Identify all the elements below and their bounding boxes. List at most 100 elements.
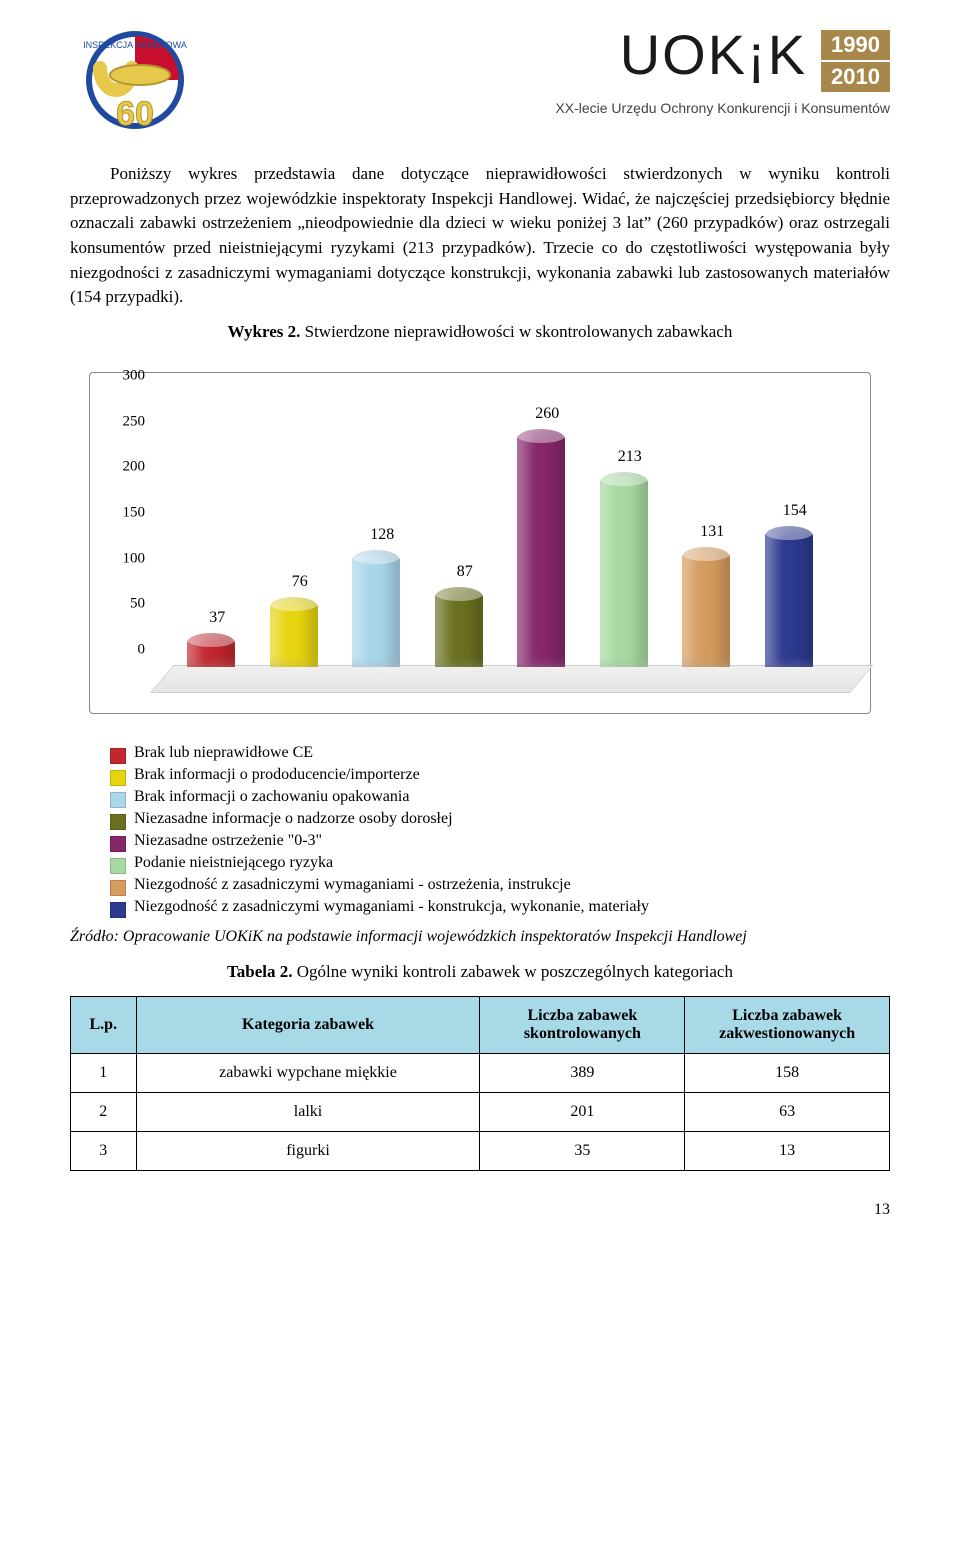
legend-label: Brak lub nieprawidłowe CE [134, 744, 313, 762]
bar-value-label: 154 [765, 502, 825, 520]
legend-label: Podanie nieistniejącego ryzyka [134, 854, 333, 872]
table-cell: 389 [480, 1053, 685, 1092]
bar [517, 429, 565, 666]
uokik-wordmark: UOK¡K [620, 30, 807, 80]
legend-label: Niezgodność z zasadniczymi wymaganiami -… [134, 898, 649, 916]
legend-swatch [110, 858, 126, 874]
table-header-cell: L.p. [71, 996, 137, 1053]
table-header-cell: Liczba zabawek skontrolowanych [480, 996, 685, 1053]
page: INSPEKCJA HANDLOWA 60 UOK¡K 1990 2010 XX… [0, 0, 960, 1259]
table-row: 2lalki20163 [71, 1092, 890, 1131]
bar [270, 597, 318, 666]
legend-item: Niezgodność z zasadniczymi wymaganiami -… [110, 898, 890, 918]
legend-item: Brak informacji o prododucencie/importer… [110, 766, 890, 786]
table-cell: 1 [71, 1053, 137, 1092]
table-cell: 35 [480, 1131, 685, 1170]
chart-title-prefix: Wykres 2. [228, 322, 301, 341]
table-title: Tabela 2. Ogólne wyniki kontroli zabawek… [70, 962, 890, 982]
table-row: 1zabawki wypchane miękkie389158 [71, 1053, 890, 1092]
bars-container: 37 76 128 87 260 213 131 154 [170, 393, 830, 667]
table-title-prefix: Tabela 2. [227, 962, 293, 981]
chart-area: 050100150200250300 377612887260213131154 [150, 393, 850, 693]
table-title-rest: Ogólne wyniki kontroli zabawek w poszcze… [293, 962, 733, 981]
results-table: L.p.Kategoria zabawekLiczba zabawek skon… [70, 996, 890, 1171]
table-header-cell: Liczba zabawek zakwestionowanych [685, 996, 890, 1053]
legend-swatch [110, 770, 126, 786]
legend-item: Brak lub nieprawidłowe CE [110, 744, 890, 764]
y-tick: 200 [110, 459, 145, 476]
legend-label: Niezgodność z zasadniczymi wymaganiami -… [134, 876, 571, 894]
bar-column: 154 [765, 526, 813, 667]
table-cell: 2 [71, 1092, 137, 1131]
bar-column: 131 [682, 547, 730, 667]
y-tick: 250 [110, 413, 145, 430]
table-row: 3figurki3513 [71, 1131, 890, 1170]
badge-number: 60 [116, 95, 154, 133]
legend-swatch [110, 836, 126, 852]
bar-column: 76 [270, 597, 318, 666]
bar-chart: 050100150200250300 377612887260213131154 [89, 372, 871, 714]
bar-column: 260 [517, 429, 565, 666]
uokik-logo: UOK¡K 1990 2010 XX-lecie Urzędu Ochrony … [555, 30, 890, 116]
legend-label: Niezasadne ostrzeżenie "0-3" [134, 832, 322, 850]
inspekcja-badge: INSPEKCJA HANDLOWA 60 [70, 30, 200, 140]
bar-value-label: 76 [270, 573, 330, 591]
legend-label: Brak informacji o zachowaniu opakowania [134, 788, 409, 806]
page-number: 13 [70, 1201, 890, 1219]
legend-item: Niezasadne ostrzeżenie "0-3" [110, 832, 890, 852]
bar-column: 37 [187, 633, 235, 667]
chart-title: Wykres 2. Stwierdzone nieprawidłowości w… [70, 322, 890, 342]
legend-swatch [110, 902, 126, 918]
bar-column: 213 [600, 472, 648, 667]
legend-swatch [110, 792, 126, 808]
table-cell: 158 [685, 1053, 890, 1092]
bar-value-label: 131 [682, 523, 742, 541]
legend-item: Brak informacji o zachowaniu opakowania [110, 788, 890, 808]
table-cell: lalki [136, 1092, 480, 1131]
bar-column: 87 [435, 587, 483, 666]
bar-value-label: 260 [517, 405, 577, 423]
intro-paragraph: Poniższy wykres przedstawia dane dotyczą… [70, 162, 890, 310]
table-cell: 13 [685, 1131, 890, 1170]
legend-item: Podanie nieistniejącego ryzyka [110, 854, 890, 874]
year-1990: 1990 [821, 30, 890, 60]
bar-value-label: 87 [435, 563, 495, 581]
bar [600, 472, 648, 667]
chart-legend: Brak lub nieprawidłowe CE Brak informacji… [110, 744, 890, 918]
legend-swatch [110, 748, 126, 764]
chart-floor [150, 665, 873, 693]
uokik-tagline: XX-lecie Urzędu Ochrony Konkurencji i Ko… [555, 100, 890, 116]
bar-value-label: 128 [352, 526, 412, 544]
table-cell: 63 [685, 1092, 890, 1131]
y-axis: 050100150200250300 [110, 393, 145, 667]
legend-label: Niezasadne informacje o nadzorze osoby d… [134, 810, 453, 828]
badge-top-text: INSPEKCJA HANDLOWA [83, 40, 187, 50]
y-tick: 300 [110, 367, 145, 384]
table-cell: 201 [480, 1092, 685, 1131]
legend-item: Niezasadne informacje o nadzorze osoby d… [110, 810, 890, 830]
bar-column: 128 [352, 550, 400, 667]
table-body: 1zabawki wypchane miękkie3891582lalki201… [71, 1053, 890, 1170]
year-2010: 2010 [821, 62, 890, 92]
table-cell: figurki [136, 1131, 480, 1170]
bar [765, 526, 813, 667]
legend-swatch [110, 814, 126, 830]
legend-label: Brak informacji o prododucencie/importer… [134, 766, 420, 784]
uokik-years: 1990 2010 [821, 30, 890, 94]
bar-value-label: 213 [600, 448, 660, 466]
table-header-row: L.p.Kategoria zabawekLiczba zabawek skon… [71, 996, 890, 1053]
table-cell: zabawki wypchane miękkie [136, 1053, 480, 1092]
y-tick: 50 [110, 596, 145, 613]
bar [187, 633, 235, 667]
bar-value-label: 37 [187, 609, 247, 627]
y-tick: 150 [110, 504, 145, 521]
bar [682, 547, 730, 667]
table-cell: 3 [71, 1131, 137, 1170]
y-tick: 100 [110, 550, 145, 567]
y-tick: 0 [110, 641, 145, 658]
legend-swatch [110, 880, 126, 896]
bar [435, 587, 483, 666]
table-header-cell: Kategoria zabawek [136, 996, 480, 1053]
bar [352, 550, 400, 667]
chart-title-rest: Stwierdzone nieprawidłowości w skontrolo… [300, 322, 732, 341]
